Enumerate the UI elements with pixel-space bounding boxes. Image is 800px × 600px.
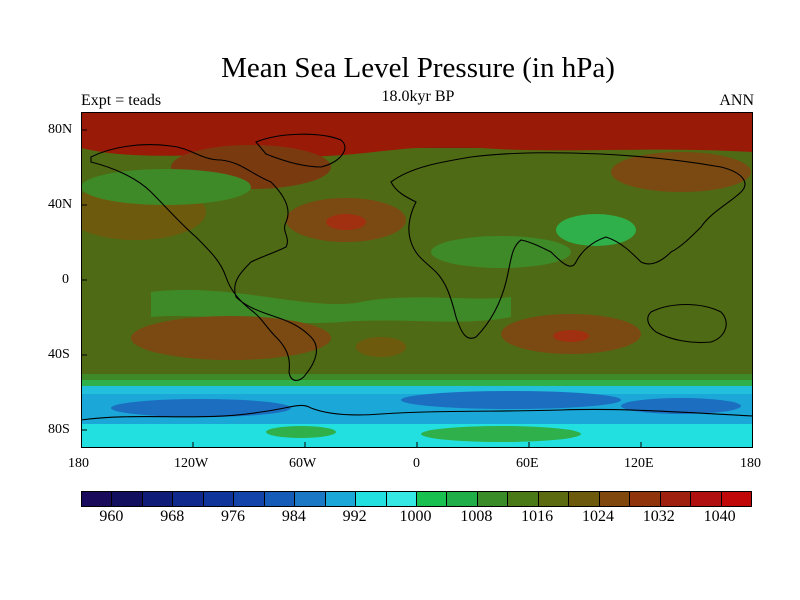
- x-tick-label: 180: [68, 456, 89, 471]
- americas-coastline: [90, 144, 317, 382]
- colorbar-swatch: [691, 492, 722, 506]
- colorbar-swatch: [630, 492, 661, 506]
- season-label: ANN: [719, 92, 754, 109]
- southern-band-light-green: [81, 380, 753, 388]
- colorbar-tick-label: 984: [281, 508, 306, 525]
- indian-high-core: [553, 330, 589, 342]
- equatorial-trough: [151, 289, 511, 324]
- axis-ticks: [81, 129, 753, 448]
- colorbar-swatch: [203, 492, 235, 506]
- south-asia-low: [556, 214, 636, 246]
- atlantic-high-core: [326, 214, 366, 230]
- colorbar-swatch: [234, 492, 265, 506]
- colorbar-swatch: [660, 492, 692, 506]
- siberian-high: [611, 152, 751, 192]
- colorbar-swatch: [142, 492, 174, 506]
- antarctic-high-east: [421, 426, 581, 442]
- greenland-coastline: [255, 133, 346, 168]
- colorbar-swatch: [447, 492, 478, 506]
- x-tick-label: 120E: [624, 456, 654, 471]
- y-tick-label: 0: [62, 272, 69, 287]
- colorbar-swatch: [538, 492, 570, 506]
- south-atlantic-high: [356, 337, 406, 357]
- colorbar-swatch: [599, 492, 631, 506]
- time-label: 18.0kyr BP: [381, 88, 455, 105]
- colorbar-tick-label: 976: [221, 508, 246, 525]
- colorbar-swatch: [508, 492, 539, 506]
- colorbar: [81, 491, 752, 507]
- colorbar-tick-label: 1032: [642, 508, 675, 525]
- colorbar-swatch: [264, 492, 296, 506]
- colorbar-swatch: [173, 492, 204, 506]
- circumpolar-low-east: [621, 398, 741, 414]
- map-title: Mean Sea Level Pressure (in hPa): [221, 52, 615, 84]
- colorbar-swatch: [82, 492, 113, 506]
- experiment-label: Expt = teads: [81, 92, 162, 109]
- x-tick-label: 60E: [516, 456, 539, 471]
- aleutian-low: [81, 169, 251, 205]
- colorbar-swatch: [477, 492, 509, 506]
- colorbar-swatch: [295, 492, 326, 506]
- x-tick-label: 120W: [174, 456, 209, 471]
- colorbar-tick-label: 968: [160, 508, 185, 525]
- colorbar-swatch: [386, 492, 417, 506]
- x-tick-label: 0: [413, 456, 420, 471]
- colorbar-swatch: [569, 492, 600, 506]
- antarctic-high-west: [266, 426, 336, 438]
- equatorial-low-africa: [431, 236, 571, 268]
- colorbar-tick-label: 1040: [703, 508, 736, 525]
- map-panel: [81, 112, 753, 448]
- colorbar-tick-label: 992: [342, 508, 367, 525]
- colorbar-tick-label: 1008: [460, 508, 493, 525]
- y-tick-label: 80S: [48, 422, 70, 437]
- south-pacific-high: [131, 316, 331, 360]
- pressure-map: [81, 112, 753, 448]
- colorbar-swatch: [356, 492, 387, 506]
- australia-coastline: [647, 304, 727, 344]
- y-tick-label: 40S: [48, 347, 70, 362]
- southern-band-green: [81, 374, 753, 382]
- colorbar-tick-label: 1024: [581, 508, 614, 525]
- colorbar-swatch: [112, 492, 143, 506]
- y-tick-label: 40N: [48, 197, 73, 212]
- colorbar-swatch: [325, 492, 357, 506]
- colorbar-tick-label: 960: [99, 508, 124, 525]
- colorbar-tick-label: 1000: [399, 508, 432, 525]
- y-tick-label: 80N: [48, 122, 73, 137]
- coastlines: [81, 133, 753, 421]
- colorbar-tick-label: 1016: [521, 508, 554, 525]
- x-tick-label: 60W: [289, 456, 317, 471]
- circumpolar-low-pacific: [111, 399, 291, 417]
- circumpolar-low-indian: [401, 391, 621, 409]
- eurasia-africa-coastline: [390, 152, 746, 339]
- antarctica-coastline: [81, 404, 753, 421]
- colorbar-swatch: [416, 492, 448, 506]
- x-tick-label: 180: [740, 456, 761, 471]
- colorbar-swatch: [721, 492, 751, 506]
- southern-band-cyan: [81, 386, 753, 396]
